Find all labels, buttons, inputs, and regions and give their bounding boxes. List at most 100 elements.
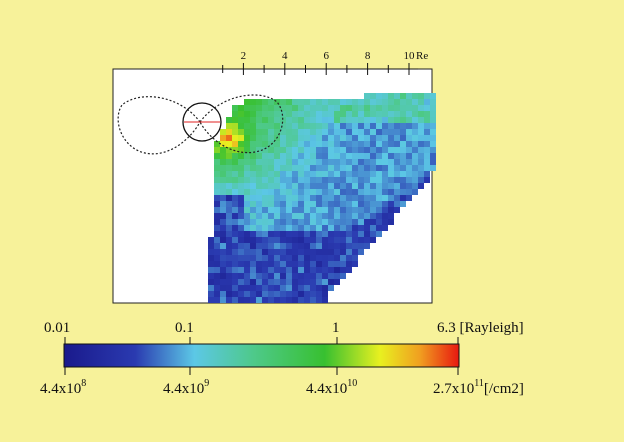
heat-cell bbox=[244, 111, 250, 117]
heat-cell bbox=[358, 177, 364, 183]
heat-cell bbox=[412, 129, 418, 135]
heat-cell bbox=[346, 237, 352, 243]
heat-cell bbox=[364, 237, 370, 243]
heat-cell bbox=[340, 207, 346, 213]
heat-cell bbox=[286, 183, 292, 189]
heat-cell bbox=[262, 261, 268, 267]
heat-cell bbox=[412, 171, 418, 177]
heat-cell bbox=[280, 177, 286, 183]
heat-cell bbox=[412, 183, 418, 189]
heat-cell bbox=[388, 147, 394, 153]
heat-cell bbox=[298, 231, 304, 237]
heat-cell bbox=[382, 189, 388, 195]
heat-cell bbox=[334, 159, 340, 165]
heat-cell bbox=[298, 171, 304, 177]
heat-cell bbox=[244, 117, 250, 123]
heat-cell bbox=[358, 231, 364, 237]
heat-cell bbox=[280, 255, 286, 261]
heat-cell bbox=[352, 261, 358, 267]
heat-cell bbox=[292, 249, 298, 255]
heat-cell bbox=[376, 213, 382, 219]
heat-cell bbox=[370, 201, 376, 207]
heat-cell bbox=[250, 117, 256, 123]
heat-cell bbox=[256, 117, 262, 123]
heat-cell bbox=[334, 273, 340, 279]
heat-cell bbox=[256, 279, 262, 285]
heat-cell bbox=[406, 141, 412, 147]
heat-cell bbox=[394, 201, 400, 207]
heat-cell bbox=[256, 177, 262, 183]
heat-cell bbox=[214, 219, 220, 225]
heat-cell bbox=[286, 273, 292, 279]
heat-cell bbox=[346, 147, 352, 153]
heat-cell bbox=[226, 219, 232, 225]
heat-cell bbox=[214, 279, 220, 285]
heat-cell bbox=[244, 123, 250, 129]
heat-cell bbox=[424, 117, 430, 123]
heat-cell bbox=[268, 129, 274, 135]
heat-cell bbox=[274, 243, 280, 249]
heat-cell bbox=[250, 195, 256, 201]
heat-cell bbox=[244, 255, 250, 261]
heat-cell bbox=[316, 141, 322, 147]
heat-cell bbox=[394, 123, 400, 129]
heat-cell bbox=[214, 189, 220, 195]
heat-cell bbox=[316, 297, 322, 303]
heat-cell bbox=[232, 267, 238, 273]
heat-cell bbox=[316, 273, 322, 279]
heat-cell bbox=[292, 237, 298, 243]
heat-cell bbox=[412, 159, 418, 165]
heat-cell bbox=[280, 159, 286, 165]
heat-cell bbox=[340, 183, 346, 189]
heat-cell bbox=[430, 147, 436, 153]
heat-cell bbox=[256, 171, 262, 177]
heat-cell bbox=[244, 159, 250, 165]
heat-cell bbox=[406, 171, 412, 177]
heat-cell bbox=[256, 195, 262, 201]
heat-cell bbox=[412, 99, 418, 105]
heat-cell bbox=[292, 105, 298, 111]
heat-cell bbox=[358, 117, 364, 123]
heat-cell bbox=[334, 279, 340, 285]
heat-cell bbox=[226, 267, 232, 273]
heat-cell bbox=[292, 285, 298, 291]
heat-cell bbox=[286, 171, 292, 177]
heat-cell bbox=[394, 195, 400, 201]
heat-cell bbox=[238, 279, 244, 285]
heat-cell bbox=[340, 213, 346, 219]
heat-cell bbox=[292, 195, 298, 201]
heat-cell bbox=[304, 243, 310, 249]
heat-cell bbox=[268, 159, 274, 165]
heat-cell bbox=[382, 195, 388, 201]
heat-cell bbox=[322, 297, 328, 303]
heat-cell bbox=[376, 183, 382, 189]
heat-cell bbox=[334, 225, 340, 231]
heat-cell bbox=[256, 243, 262, 249]
heat-cell bbox=[400, 201, 406, 207]
heat-cell bbox=[304, 213, 310, 219]
heat-cell bbox=[388, 177, 394, 183]
heat-cell bbox=[292, 243, 298, 249]
heat-cell bbox=[376, 141, 382, 147]
heat-cell bbox=[250, 123, 256, 129]
heat-cell bbox=[424, 105, 430, 111]
column-label-3: 2.7x1011[/cm2] bbox=[433, 378, 524, 397]
heat-cell bbox=[214, 141, 220, 147]
heat-cell bbox=[364, 231, 370, 237]
heat-cell bbox=[370, 147, 376, 153]
heat-cell bbox=[358, 171, 364, 177]
heat-cell bbox=[370, 171, 376, 177]
heat-cell bbox=[274, 183, 280, 189]
heat-cell bbox=[268, 261, 274, 267]
heat-cell bbox=[322, 117, 328, 123]
rayleigh-labels: 0.01 0.1 1 6.3 [Rayleigh] bbox=[44, 320, 524, 336]
heat-cell bbox=[226, 159, 232, 165]
heat-cell bbox=[262, 231, 268, 237]
heat-cell bbox=[400, 111, 406, 117]
heat-cell bbox=[244, 225, 250, 231]
heat-cell bbox=[328, 267, 334, 273]
heat-cell bbox=[250, 231, 256, 237]
heat-cell bbox=[388, 129, 394, 135]
heat-cell bbox=[412, 177, 418, 183]
heat-cell bbox=[364, 99, 370, 105]
